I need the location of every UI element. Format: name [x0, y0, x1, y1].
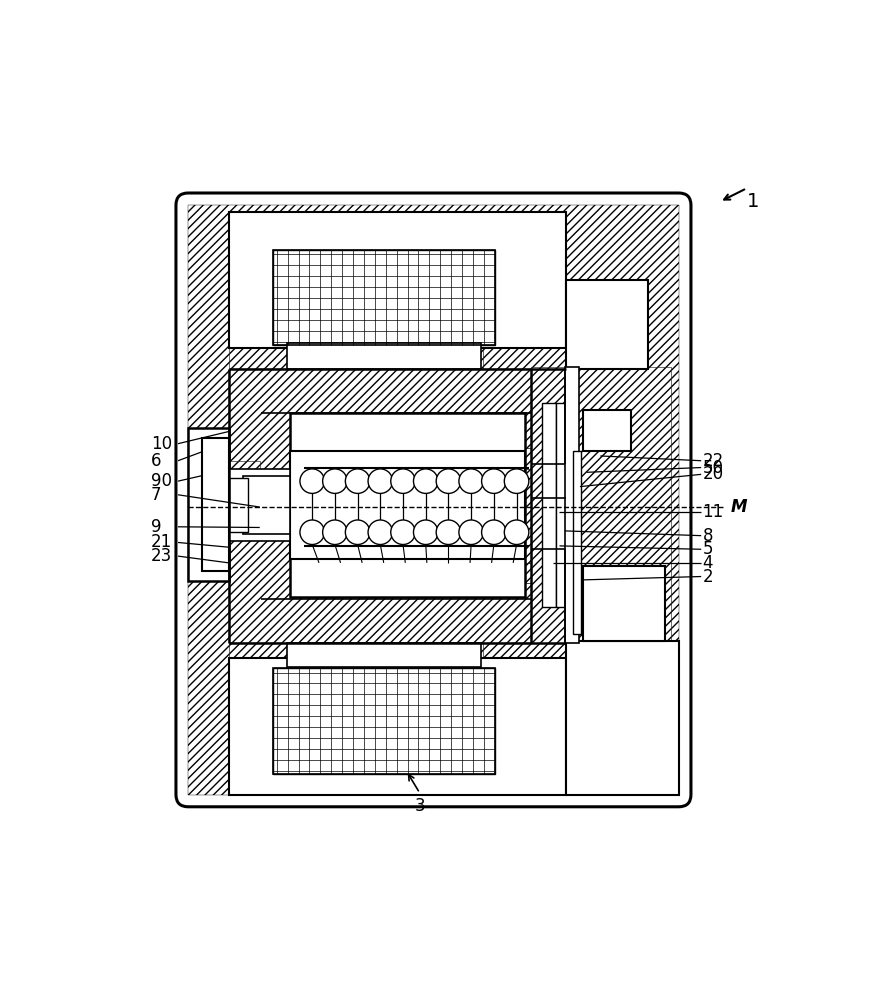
Circle shape [345, 520, 370, 545]
Circle shape [413, 469, 437, 493]
Bar [273, 668, 494, 774]
Circle shape [391, 520, 414, 545]
Bar [188, 205, 678, 795]
Bar [256, 774, 549, 795]
Bar [483, 643, 565, 667]
Circle shape [322, 469, 347, 493]
Bar [229, 369, 569, 643]
Circle shape [435, 469, 460, 493]
Text: 11: 11 [702, 503, 723, 521]
Text: 3: 3 [414, 797, 425, 815]
Bar [256, 668, 338, 774]
Bar [583, 566, 665, 641]
Bar [229, 212, 565, 348]
Bar [188, 428, 229, 581]
Bar [229, 343, 286, 369]
Bar [202, 438, 229, 571]
Circle shape [481, 469, 506, 493]
Bar [483, 343, 565, 369]
Circle shape [435, 520, 460, 545]
Bar [273, 250, 494, 345]
Bar [583, 410, 630, 451]
Text: 90: 90 [151, 472, 171, 490]
Bar [290, 563, 531, 583]
Circle shape [391, 469, 414, 493]
Bar [290, 413, 525, 597]
Bar [229, 478, 248, 532]
Text: 22: 22 [702, 452, 723, 470]
Bar [188, 428, 229, 581]
Circle shape [504, 469, 529, 493]
Circle shape [299, 469, 324, 493]
Bar [273, 250, 494, 345]
Bar [290, 413, 522, 451]
Bar [286, 343, 480, 369]
Circle shape [458, 469, 483, 493]
Bar [290, 559, 522, 597]
Bar [229, 461, 260, 478]
Bar [256, 226, 549, 250]
Bar [229, 251, 273, 343]
Bar [229, 517, 260, 534]
Bar [559, 532, 587, 573]
Bar [290, 451, 525, 559]
Bar [556, 403, 565, 607]
Bar [565, 367, 578, 643]
Bar [290, 448, 531, 469]
Bar [572, 451, 580, 634]
Text: 8: 8 [702, 527, 712, 545]
Bar [478, 668, 549, 774]
Bar [229, 478, 248, 532]
Bar [229, 478, 260, 532]
Text: 6: 6 [151, 452, 161, 470]
Circle shape [345, 469, 370, 493]
Circle shape [322, 520, 347, 545]
Text: 9: 9 [151, 518, 161, 536]
Bar [229, 667, 273, 774]
Circle shape [368, 520, 392, 545]
Text: 23: 23 [151, 547, 172, 565]
Circle shape [299, 520, 324, 545]
Text: 5: 5 [702, 540, 712, 558]
Text: M: M [730, 498, 747, 516]
Bar [229, 658, 565, 795]
Bar [286, 643, 480, 667]
Bar [542, 403, 556, 607]
FancyBboxPatch shape [176, 193, 690, 807]
Bar [583, 410, 630, 451]
Text: 2: 2 [702, 568, 712, 586]
Bar [229, 469, 290, 541]
Text: 50: 50 [702, 459, 723, 477]
Text: 20: 20 [702, 465, 723, 483]
Circle shape [458, 520, 483, 545]
Bar [229, 643, 286, 667]
Circle shape [481, 520, 506, 545]
Text: 10: 10 [151, 435, 172, 453]
Bar [565, 641, 678, 795]
Circle shape [368, 469, 392, 493]
Circle shape [504, 520, 529, 545]
Bar [478, 226, 549, 345]
Bar [242, 476, 290, 534]
Circle shape [413, 520, 437, 545]
Bar [256, 226, 338, 345]
Bar [568, 367, 670, 643]
Bar [273, 668, 494, 774]
Bar [559, 437, 587, 478]
Text: 21: 21 [151, 533, 172, 551]
Bar [530, 367, 568, 643]
Text: 4: 4 [702, 554, 712, 572]
Bar [565, 280, 647, 369]
Text: 1: 1 [746, 192, 759, 211]
Text: 7: 7 [151, 486, 161, 504]
